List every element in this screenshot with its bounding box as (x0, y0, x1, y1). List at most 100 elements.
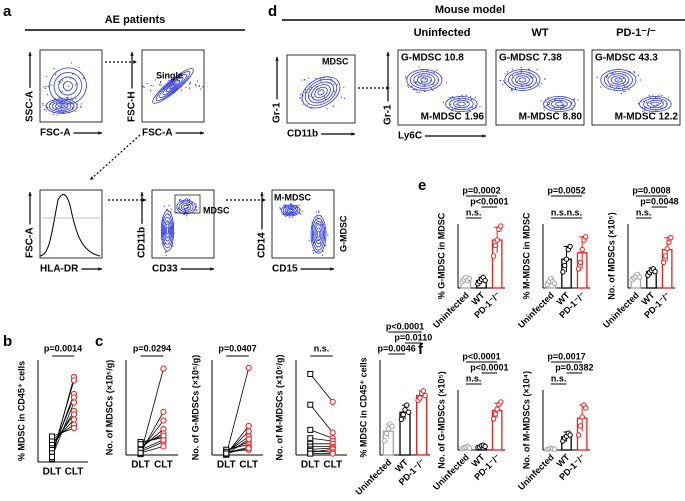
event-dot (436, 69, 438, 71)
contour (610, 75, 626, 85)
contour (310, 214, 327, 254)
flow-plot-frame (151, 189, 215, 259)
event-dot (668, 96, 670, 98)
point (560, 269, 566, 275)
event-dot (78, 66, 80, 69)
panel-label: d (268, 3, 277, 20)
event-dot (312, 252, 315, 254)
event-dot (160, 81, 162, 83)
y-axis-label: SSC-A (25, 91, 36, 122)
event-dot (290, 203, 292, 205)
event-dot (612, 72, 614, 75)
event-dot (184, 210, 187, 212)
contour (518, 77, 527, 83)
event-dot (433, 71, 435, 74)
pair-line (140, 445, 164, 454)
point (70, 399, 78, 406)
point (329, 429, 336, 436)
event-dot (474, 104, 477, 107)
event-dot (660, 107, 662, 109)
event-dot (299, 97, 301, 99)
point (664, 245, 670, 252)
event-dot (633, 72, 636, 74)
event-dot (178, 199, 181, 201)
contour (165, 79, 181, 93)
event-dot (423, 84, 425, 86)
point (245, 445, 252, 452)
event-dot (285, 215, 287, 218)
event-dot (449, 103, 451, 105)
event-dot (160, 84, 162, 86)
event-dot (315, 77, 317, 79)
point (563, 256, 570, 262)
point (583, 405, 589, 411)
x-axis-label: FSC-A (142, 128, 173, 139)
event-dot (547, 97, 549, 99)
point (245, 364, 252, 372)
contour (315, 227, 322, 241)
point (137, 449, 144, 456)
event-dot (504, 73, 506, 75)
contour (551, 99, 568, 109)
pair-line (226, 448, 249, 454)
contour (639, 96, 672, 112)
contour (547, 97, 572, 111)
event-dot (196, 208, 198, 211)
arrow-head (210, 267, 214, 271)
contour (316, 230, 321, 238)
point (329, 450, 336, 457)
point (245, 422, 252, 430)
event-dot (288, 216, 290, 218)
point (567, 243, 573, 250)
annotation: p=0.0052 (547, 185, 585, 195)
x-tick-label: DLT (131, 460, 150, 471)
event-dot (622, 77, 625, 79)
event-dot (81, 103, 83, 105)
event-dot (315, 211, 317, 213)
event-dot (474, 96, 477, 98)
event-dot (461, 94, 463, 96)
contour (416, 75, 432, 85)
event-dot (304, 79, 306, 81)
contour (445, 96, 478, 112)
event-dot (82, 77, 84, 79)
event-dot (502, 83, 504, 86)
event-dot (318, 251, 320, 253)
point (577, 423, 584, 429)
event-dot (300, 93, 302, 96)
event-dot (649, 107, 652, 109)
contour (162, 76, 184, 96)
event-dot (506, 71, 508, 73)
point (660, 259, 667, 266)
annotation: p=0.0048 (640, 196, 678, 206)
event-dot (292, 216, 294, 218)
event-dot (511, 89, 513, 91)
event-dot (142, 85, 144, 88)
event-dot (322, 250, 324, 253)
pair-line (140, 439, 164, 451)
pair-line (51, 419, 75, 444)
pair-line (310, 450, 333, 453)
point (402, 407, 408, 413)
contour (178, 201, 194, 213)
event-dot (511, 68, 514, 70)
contour (176, 199, 196, 215)
gate (174, 194, 201, 214)
point (70, 411, 78, 418)
gate-label: M-MDSC 1.96 (421, 112, 485, 123)
gate-label: MDSC (203, 205, 230, 215)
event-dot (80, 106, 82, 108)
event-dot (622, 88, 624, 90)
arrow-head (98, 267, 102, 271)
event-dot (279, 208, 282, 210)
event-dot (544, 78, 546, 80)
event-dot (62, 104, 64, 106)
event-dot (317, 210, 320, 212)
condition-label: PD-1⁻/⁻ (616, 27, 656, 39)
event-dot (316, 216, 318, 218)
point (417, 395, 423, 401)
event-dot (407, 86, 410, 88)
condition-label: WT (531, 27, 548, 39)
event-dot (202, 86, 204, 88)
